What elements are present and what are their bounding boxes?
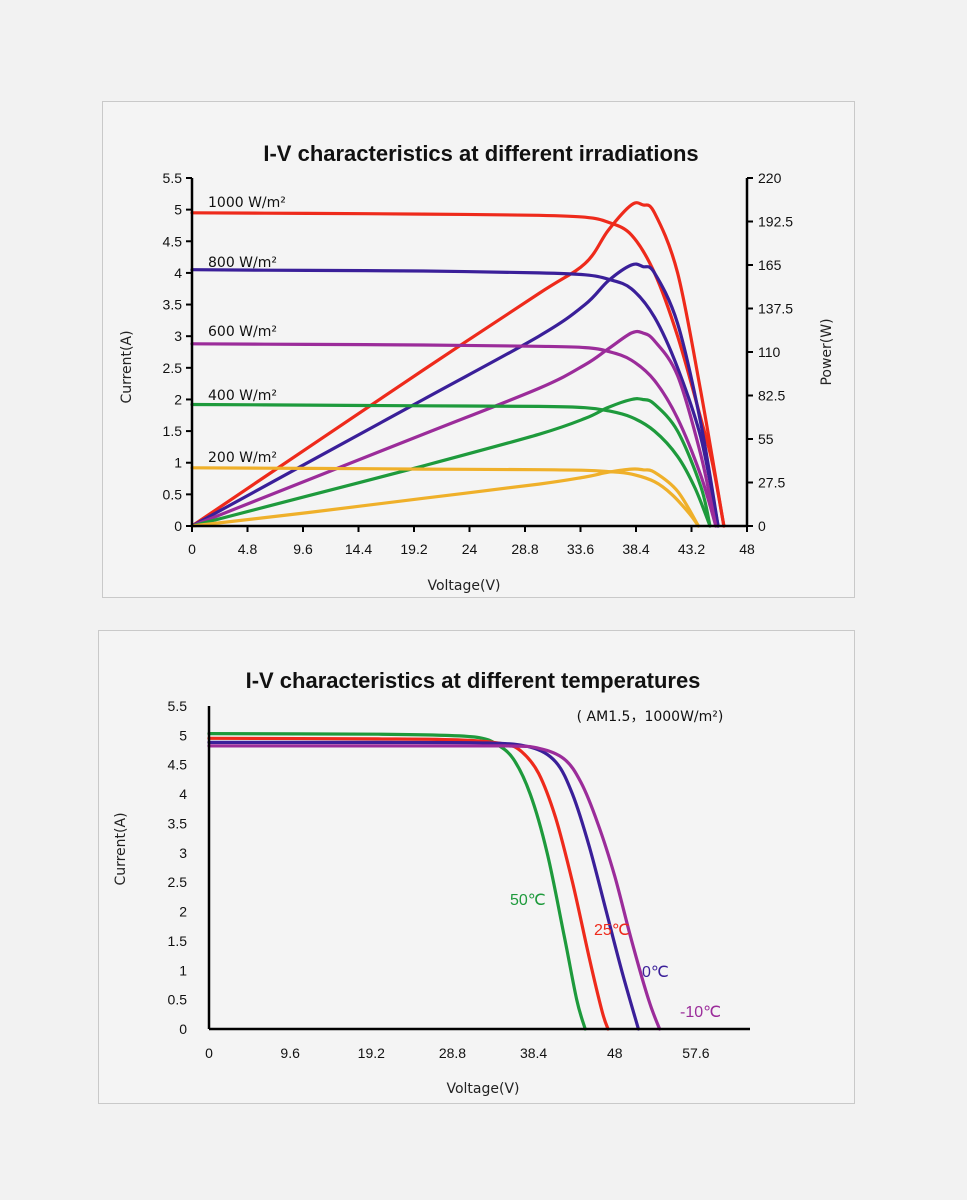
x-tick-label: 19.2	[400, 541, 427, 557]
iv-curve	[190, 268, 720, 528]
series-label: -10℃	[680, 1004, 721, 1021]
power-curve	[190, 329, 718, 528]
x-tick-label: 48	[607, 1045, 623, 1061]
y-tick-label: 2.5	[163, 360, 183, 376]
x-tick-label: 38.4	[622, 541, 649, 557]
series-labels: 50℃ 25℃ 0℃ -10℃	[510, 892, 721, 1021]
y-tick-label: 2	[179, 904, 187, 920]
y2-tick-label: 137.5	[758, 301, 793, 317]
series-label: 0℃	[642, 964, 669, 981]
y-tick-label: 4	[179, 786, 187, 802]
y-tick-label: 5.5	[163, 170, 183, 186]
chart-subtitle: ( AM1.5，1000W/m²)	[577, 709, 724, 725]
x-tick-label: 38.4	[520, 1045, 547, 1061]
y-tick-label: 5.5	[168, 698, 188, 714]
x-axis-label: Voltage(V)	[427, 578, 500, 594]
tick-labels: 0 4.8 9.6 14.4 19.2 24 28.8 33.6 38.4 43.2 4800.51…	[163, 170, 794, 557]
series-label: 1000 W/m²	[208, 195, 286, 211]
y-tick-label: 5	[179, 727, 187, 743]
x-tick-label: 4.8	[238, 541, 258, 557]
x-tick-label: 0	[205, 1045, 213, 1061]
y2-tick-label: 82.5	[758, 388, 785, 404]
x-tick-label: 19.2	[358, 1045, 385, 1061]
y-tick-label: 0.5	[163, 486, 183, 502]
axes	[186, 177, 753, 532]
plot-area	[207, 732, 662, 1031]
y2-tick-label: 192.5	[758, 214, 793, 230]
series-label: 800 W/m²	[208, 255, 277, 271]
x-tick-label: 28.8	[439, 1045, 466, 1061]
series-label: 200 W/m²	[208, 450, 277, 466]
y-tick-label: 0	[179, 1021, 187, 1037]
y-tick-label: 3.5	[163, 297, 183, 313]
y-tick-label: 1.5	[163, 423, 183, 439]
iv-curve	[190, 466, 700, 528]
series-label: 600 W/m²	[208, 324, 277, 340]
y-tick-label: 3	[174, 328, 182, 344]
y-tick-label: 0.5	[168, 992, 188, 1008]
y-axis-label: Current(A)	[113, 812, 129, 885]
x-axis-label: Voltage(V)	[446, 1081, 519, 1097]
y-tick-label: 4	[174, 265, 182, 281]
series-label: 50℃	[510, 892, 546, 909]
y-tick-label: 1.5	[168, 933, 188, 949]
y-tick-label: 3	[179, 845, 187, 861]
y-tick-label: 4.5	[163, 233, 183, 249]
chart-title: I-V characteristics at different irradia…	[263, 141, 698, 166]
power-curve	[190, 262, 720, 528]
power-curve	[190, 467, 700, 528]
iv-curve	[207, 740, 640, 1031]
series-label: 400 W/m²	[208, 388, 277, 404]
y-axis-label: Current(A)	[119, 330, 135, 403]
iv-curve	[190, 402, 712, 528]
chart-title: I-V characteristics at different tempera…	[246, 668, 701, 693]
x-tick-label: 9.6	[293, 541, 313, 557]
y2-tick-label: 220	[758, 170, 782, 186]
iv-curve	[207, 736, 610, 1031]
y-tick-label: 4.5	[168, 757, 188, 773]
iv-curve	[190, 342, 718, 528]
y-tick-label: 1	[179, 962, 187, 978]
tick-labels: 0 9.6 19.2 28.8 38.4 48 57.6 0 0.5 1 1.5 2 2.5 3 3.5 4 4…	[168, 698, 710, 1061]
x-tick-label: 43.2	[678, 541, 705, 557]
series-labels: 1000 W/m² 800 W/m² 600 W/m² 400 W/m² 200 W/m…	[208, 195, 286, 466]
x-tick-label: 48	[739, 541, 755, 557]
iv-curve	[207, 744, 662, 1031]
y-tick-label: 3.5	[168, 815, 188, 831]
y2-tick-label: 165	[758, 257, 782, 273]
x-tick-label: 28.8	[511, 541, 538, 557]
y2-tick-label: 0	[758, 518, 766, 534]
power-curve	[190, 397, 712, 528]
y2-tick-label: 110	[758, 344, 781, 360]
x-tick-label: 33.6	[567, 541, 594, 557]
x-tick-label: 14.4	[345, 541, 372, 557]
iv-curve	[207, 732, 587, 1031]
y-tick-label: 5	[174, 202, 182, 218]
x-tick-label: 24	[462, 541, 478, 557]
x-tick-label: 57.6	[682, 1045, 709, 1061]
y-tick-label: 0	[174, 518, 182, 534]
y-tick-label: 2.5	[168, 874, 188, 890]
y-tick-label: 1	[174, 455, 182, 471]
series-label: 25℃	[594, 922, 630, 939]
y2-axis-label: Power(W)	[819, 318, 835, 385]
plot-area	[190, 201, 726, 528]
x-tick-label: 0	[188, 541, 196, 557]
temperature-chart-panel	[98, 630, 855, 1104]
y-tick-label: 2	[174, 391, 182, 407]
y2-tick-label: 27.5	[758, 475, 785, 491]
axes	[207, 706, 750, 1031]
y2-tick-label: 55	[758, 431, 774, 447]
x-tick-label: 9.6	[280, 1045, 300, 1061]
